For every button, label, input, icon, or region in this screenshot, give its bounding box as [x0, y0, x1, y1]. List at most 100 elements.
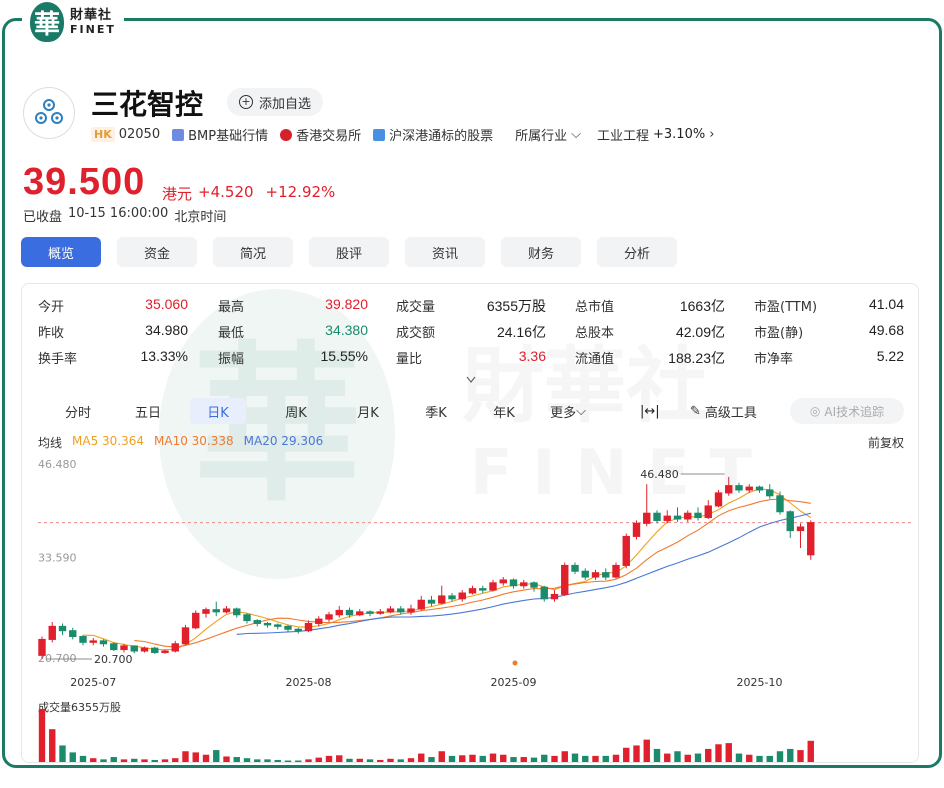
volume-bar — [233, 757, 240, 762]
volume-bar — [653, 748, 661, 762]
candle — [725, 476, 733, 496]
stat-value: 3.36 — [518, 348, 546, 364]
add-watchlist-button[interactable]: + 添加自选 — [227, 88, 324, 116]
candle — [130, 645, 138, 654]
volume-bar — [664, 753, 671, 762]
kline-chart[interactable]: 46.480 33.590 20.700 46.480 20.700 2025-07 202… — [22, 454, 919, 763]
chevron-right-icon: › — [709, 127, 715, 142]
tag-bmp[interactable]: BMP基础行情 — [172, 125, 268, 144]
tab-1[interactable]: 资金 — [117, 237, 197, 267]
volume-bar — [213, 750, 220, 762]
period-tab-6[interactable]: 年K — [493, 405, 515, 421]
candle — [468, 585, 477, 595]
candle — [807, 520, 815, 560]
ma5-label: MA5 30.364 — [72, 434, 145, 448]
period-tab-4[interactable]: 月K — [357, 405, 379, 421]
volume-bar — [418, 753, 425, 762]
tag-connect[interactable]: 沪深港通标的股票 — [373, 125, 493, 144]
industry-link[interactable]: 工业工程 +3.10% › — [596, 127, 715, 144]
event-dot[interactable] — [512, 660, 518, 666]
period-tabs: 分时 五日 日K 周K 月K 季K 年K 更多 ⌵ — [58, 398, 918, 424]
tab-2[interactable]: 简况 — [213, 237, 293, 267]
period-tab-2[interactable]: 日K — [190, 398, 246, 424]
candle — [99, 639, 108, 647]
volume-bar — [623, 747, 630, 762]
draw-tool-icon: ✎ — [690, 403, 701, 419]
candle — [161, 649, 169, 654]
candle — [499, 577, 507, 586]
connect-icon — [373, 128, 386, 141]
volume-bar — [766, 755, 773, 762]
candle — [356, 608, 364, 617]
ma20-line — [236, 512, 811, 635]
volume-bar — [141, 759, 148, 762]
volume-bar — [448, 755, 456, 762]
volume-bar — [69, 752, 76, 762]
volume-bar — [715, 744, 722, 762]
tab-5[interactable]: 财务 — [501, 237, 581, 267]
range-icon: |↔| — [640, 403, 660, 419]
candle — [438, 585, 446, 605]
section-tabs: 概览 资金 简况 股评 资讯 财务 分析 — [21, 237, 677, 267]
tab-3[interactable]: 股评 — [309, 237, 389, 267]
chevron-down-icon: ⌵ — [571, 127, 581, 142]
candle — [212, 601, 220, 617]
candle — [171, 640, 179, 653]
candle — [345, 607, 354, 618]
candle — [755, 485, 764, 493]
period-tab-7[interactable]: 更多 ⌵ — [550, 403, 586, 421]
candle — [643, 484, 651, 527]
volume-bar — [79, 755, 87, 762]
volume-bar — [59, 745, 66, 762]
candle — [325, 611, 333, 623]
adjust-mode[interactable]: 前复权 — [867, 436, 904, 450]
y-tick-label: 20.700 — [38, 652, 77, 665]
volume-bar — [295, 760, 302, 762]
candle — [489, 579, 497, 592]
period-tab-3[interactable]: 周K — [285, 405, 307, 421]
volume-bar — [797, 750, 804, 762]
stat-label: 市盈(静) — [754, 326, 804, 341]
plus-icon: + — [239, 95, 253, 109]
add-watchlist-label: 添加自选 — [259, 96, 312, 112]
change-percent: +12.92% — [265, 183, 336, 201]
advanced-tools-button[interactable]: ✎ 高级工具 — [690, 403, 757, 421]
candle — [376, 608, 384, 615]
company-logo — [23, 87, 75, 139]
candle — [766, 484, 774, 499]
candle — [192, 610, 200, 630]
stat-0-0: 今开 35.060 — [38, 296, 188, 315]
candle — [335, 606, 343, 618]
period-tab-5[interactable]: 季K — [425, 405, 447, 421]
period-tab-0[interactable]: 分时 — [64, 405, 91, 421]
candle — [520, 579, 528, 589]
tab-6[interactable]: 分析 — [597, 237, 677, 267]
stat-label: 成交额 — [396, 326, 436, 341]
stat-value: 24.16亿 — [496, 324, 546, 340]
volume-bar — [571, 753, 579, 762]
candle — [69, 627, 77, 640]
tab-4[interactable]: 资讯 — [405, 237, 485, 267]
volume-bar — [387, 758, 394, 762]
currency: 港元 — [162, 185, 193, 203]
volume-bar — [510, 757, 517, 762]
range-tool-button[interactable]: |↔| — [640, 398, 660, 424]
volume-bar — [776, 751, 784, 762]
stat-1-0: 昨收 34.980 — [38, 322, 188, 341]
expand-chevron-icon[interactable] — [466, 376, 476, 384]
volume-bar — [746, 754, 753, 762]
stat-value: 188.23亿 — [668, 350, 725, 366]
volume-bar — [131, 758, 138, 762]
industry-dropdown[interactable]: 所属行业 ⌵ — [515, 127, 581, 144]
candle — [663, 510, 671, 524]
ai-tracking-button[interactable]: ◎ AI技术追踪 — [790, 398, 904, 424]
volume-bars — [38, 708, 814, 762]
tab-0[interactable]: 概览 — [21, 237, 101, 267]
stat-2-3: 流通值 188.23亿 — [575, 348, 725, 368]
tag-hkex[interactable]: 香港交易所 — [280, 125, 361, 144]
high-label: 46.480 — [640, 468, 679, 481]
stat-value: 49.68 — [868, 322, 904, 338]
candle — [222, 606, 231, 614]
period-tab-1[interactable]: 五日 — [134, 405, 161, 421]
stat-label: 换手率 — [38, 352, 78, 367]
